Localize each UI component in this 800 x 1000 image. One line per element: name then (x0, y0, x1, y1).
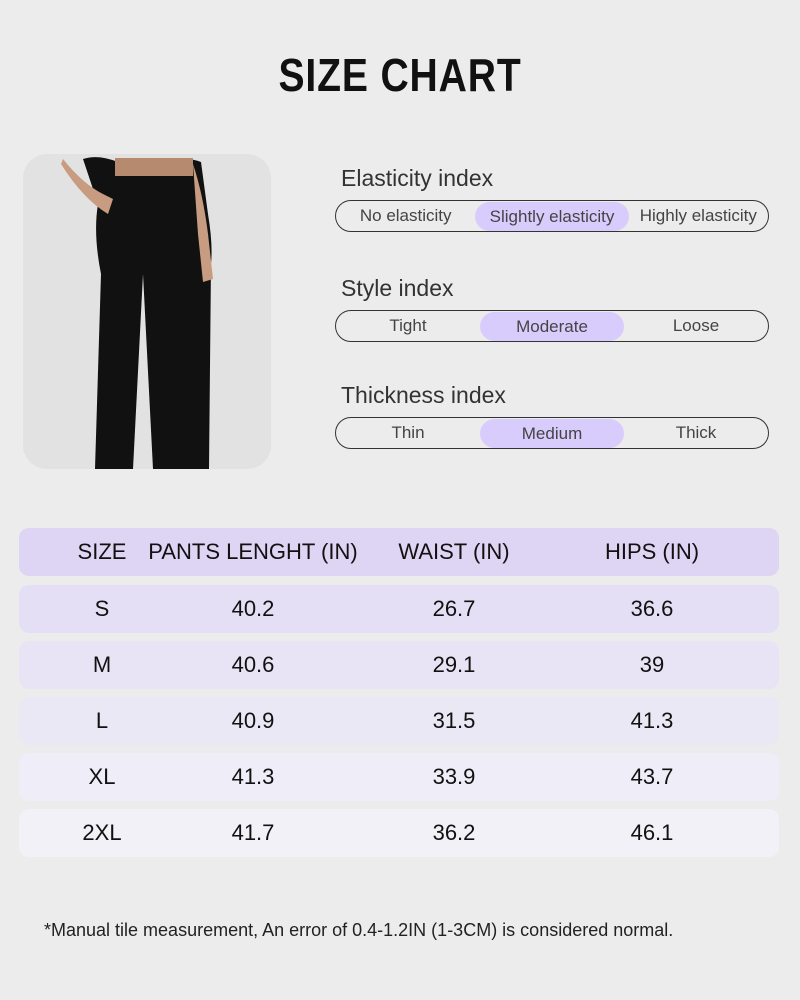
table-cell: 36.2 (432, 820, 476, 845)
table-cell: 41.3 (231, 764, 275, 789)
style-scale: Tight Moderate Loose (335, 310, 769, 342)
table-header: SIZE PANTS LENGHT (IN) WAIST (IN) HIPS (… (19, 528, 779, 576)
option-tight: Tight (389, 316, 427, 335)
header-pants-length: PANTS LENGHT (IN) (148, 539, 358, 564)
option-no-elasticity: No elasticity (359, 206, 452, 225)
table-row: 2XL 41.7 36.2 46.1 (19, 809, 779, 857)
option-thin: Thin (391, 423, 425, 442)
table-cell: XL (88, 764, 116, 789)
table-cell: 31.5 (432, 708, 476, 733)
elasticity-label: Elasticity index (341, 165, 494, 191)
product-photo (23, 154, 271, 469)
option-slightly-elasticity: Slightly elasticity (475, 201, 629, 231)
table-cell: 40.6 (231, 652, 275, 677)
option-medium: Medium (480, 418, 624, 448)
table-cell: 41.7 (231, 820, 275, 845)
table-cell: 36.6 (630, 596, 674, 621)
table-cell: M (92, 652, 112, 677)
header-hips: HIPS (IN) (604, 539, 700, 564)
option-loose: Loose (672, 316, 720, 335)
table-cell: 39 (639, 652, 665, 677)
table-row: S 40.2 26.7 36.6 (19, 585, 779, 633)
table-cell: S (94, 596, 110, 621)
elasticity-scale: No elasticity Slightly elasticity Highly… (335, 200, 769, 232)
table-row: XL 41.3 33.9 43.7 (19, 753, 779, 801)
style-label: Style index (341, 275, 454, 301)
page-title: SIZE CHART (278, 49, 522, 101)
table-row: M 40.6 29.1 39 (19, 641, 779, 689)
table-cell: 43.7 (630, 764, 674, 789)
thickness-label: Thickness index (341, 382, 506, 408)
option-thick: Thick (675, 423, 717, 442)
thickness-index: Thickness index Thin Medium Thick (335, 382, 769, 449)
table-cell: L (95, 708, 109, 733)
header-size: SIZE (77, 539, 127, 564)
elasticity-index: Elasticity index No elasticity Slightly … (335, 165, 769, 232)
table-cell: 40.2 (231, 596, 275, 621)
option-highly-elasticity: Highly elasticity (639, 206, 757, 225)
thickness-scale: Thin Medium Thick (335, 417, 769, 449)
table-cell: 40.9 (231, 708, 275, 733)
table-cell: 33.9 (432, 764, 476, 789)
table-cell: 46.1 (630, 820, 674, 845)
table-cell: 29.1 (432, 652, 476, 677)
table-cell: 26.7 (432, 596, 476, 621)
option-moderate: Moderate (480, 311, 624, 341)
table-row: L 40.9 31.5 41.3 (19, 697, 779, 745)
header-waist: WAIST (IN) (398, 539, 510, 564)
table-cell: 41.3 (630, 708, 674, 733)
measurement-note: *Manual tile measurement, An error of 0.… (44, 920, 674, 940)
table-cell: 2XL (82, 820, 122, 845)
style-index: Style index Tight Moderate Loose (335, 275, 769, 342)
